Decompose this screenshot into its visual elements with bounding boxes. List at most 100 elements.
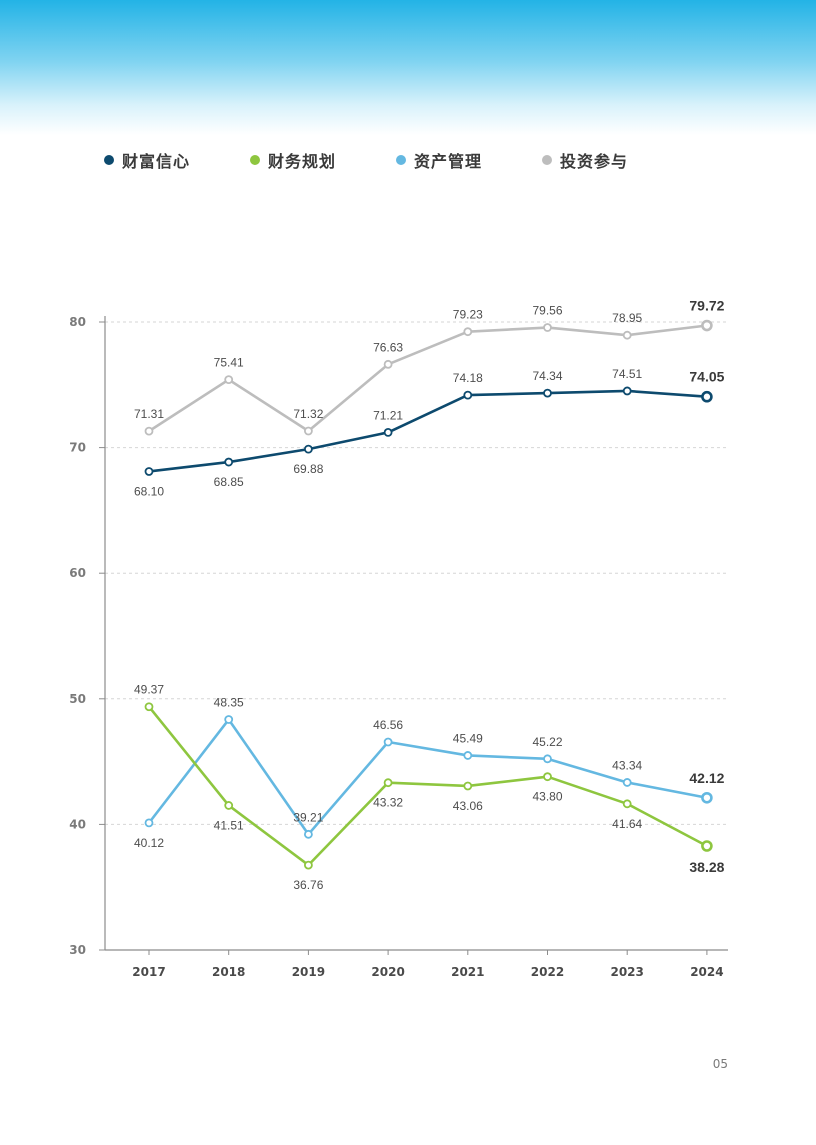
series-group bbox=[144, 702, 713, 870]
y-tick-label: 50 bbox=[69, 692, 86, 706]
series-group bbox=[144, 386, 713, 476]
data-point bbox=[303, 426, 313, 436]
data-label: 79.23 bbox=[453, 308, 483, 322]
header-gradient-band bbox=[0, 0, 816, 135]
data-point bbox=[463, 781, 473, 791]
legend-item-wealth-confidence: 财富信心 bbox=[104, 148, 190, 172]
x-tick-label: 2022 bbox=[531, 965, 564, 979]
legend-label: 财富信心 bbox=[122, 152, 191, 171]
data-point bbox=[224, 457, 234, 467]
data-label: 49.37 bbox=[134, 683, 164, 697]
data-label: 69.88 bbox=[293, 462, 323, 476]
legend-dot-icon bbox=[104, 155, 114, 165]
data-label: 48.35 bbox=[214, 696, 244, 710]
data-point bbox=[383, 778, 393, 788]
data-point bbox=[543, 323, 552, 332]
data-label: 75.41 bbox=[214, 356, 244, 370]
data-point bbox=[383, 737, 393, 747]
data-point bbox=[383, 428, 393, 437]
legend-item-investment-participation: 投资参与 bbox=[542, 148, 628, 172]
data-point bbox=[622, 778, 632, 787]
series-line bbox=[148, 389, 707, 473]
page-number: 05 bbox=[712, 1057, 728, 1071]
legend-label: 财务规划 bbox=[268, 152, 337, 171]
chart-legend: 财富信心 财务规划 资产管理 投资参与 bbox=[104, 148, 688, 172]
x-tick-label: 2018 bbox=[212, 965, 245, 979]
data-point bbox=[701, 390, 713, 403]
data-label: 71.31 bbox=[134, 407, 164, 421]
data-label: 79.56 bbox=[532, 304, 562, 318]
data-label: 71.21 bbox=[373, 408, 403, 422]
data-point bbox=[463, 327, 473, 337]
y-tick-label: 80 bbox=[69, 315, 86, 329]
data-label: 74.05 bbox=[689, 369, 724, 385]
data-point bbox=[463, 751, 473, 760]
x-tick-label: 2020 bbox=[371, 965, 404, 979]
data-point bbox=[144, 702, 154, 712]
data-label: 41.51 bbox=[214, 818, 244, 832]
legend-dot-icon bbox=[396, 155, 407, 165]
data-label: 41.64 bbox=[612, 817, 642, 831]
data-label: 76.63 bbox=[373, 340, 403, 354]
data-label: 38.28 bbox=[689, 859, 724, 875]
data-point bbox=[383, 359, 393, 369]
legend-dot-icon bbox=[542, 155, 553, 165]
series-line bbox=[148, 324, 708, 433]
x-tick-label: 2019 bbox=[292, 965, 325, 979]
series-line bbox=[147, 718, 708, 836]
data-point bbox=[543, 772, 552, 782]
data-point bbox=[701, 840, 713, 852]
data-point bbox=[224, 801, 234, 810]
data-label: 40.12 bbox=[134, 836, 164, 850]
data-label: 79.72 bbox=[689, 298, 724, 314]
data-label: 78.95 bbox=[612, 311, 642, 325]
data-point bbox=[224, 715, 234, 724]
data-label: 71.32 bbox=[293, 407, 323, 421]
data-point bbox=[622, 386, 632, 396]
data-point bbox=[543, 388, 552, 398]
data-point bbox=[303, 444, 313, 454]
data-point bbox=[144, 426, 154, 436]
data-label: 74.34 bbox=[532, 369, 562, 383]
series-group bbox=[144, 715, 713, 839]
data-label: 36.76 bbox=[293, 878, 323, 892]
data-point bbox=[543, 754, 552, 764]
data-label: 39.21 bbox=[293, 810, 323, 824]
data-label: 45.22 bbox=[532, 735, 562, 749]
data-label: 68.10 bbox=[134, 484, 164, 498]
data-point bbox=[701, 319, 713, 332]
data-point bbox=[303, 860, 313, 870]
y-tick-label: 40 bbox=[69, 817, 86, 831]
data-label: 43.06 bbox=[453, 799, 483, 813]
data-label: 74.18 bbox=[453, 371, 483, 385]
x-tick-label: 2024 bbox=[690, 965, 723, 979]
x-tick-label: 2017 bbox=[132, 965, 165, 979]
legend-label: 资产管理 bbox=[414, 152, 483, 171]
data-label: 74.51 bbox=[612, 367, 642, 381]
data-label: 45.49 bbox=[453, 731, 483, 745]
series-group bbox=[144, 319, 713, 436]
data-point bbox=[701, 791, 713, 804]
x-tick-label: 2023 bbox=[610, 965, 643, 979]
data-label: 43.32 bbox=[373, 796, 403, 810]
data-label: 43.34 bbox=[612, 758, 642, 772]
data-label: 42.12 bbox=[689, 770, 724, 786]
data-point bbox=[463, 390, 473, 400]
legend-item-financial-planning: 财务规划 bbox=[250, 148, 336, 172]
y-tick-label: 60 bbox=[69, 566, 86, 580]
series-line bbox=[147, 705, 708, 867]
data-point bbox=[144, 467, 154, 476]
x-tick-label: 2021 bbox=[451, 965, 484, 979]
legend-dot-icon bbox=[250, 155, 261, 165]
data-point bbox=[622, 799, 632, 809]
legend-label: 投资参与 bbox=[560, 152, 629, 171]
data-label: 46.56 bbox=[373, 718, 403, 732]
legend-item-asset-management: 资产管理 bbox=[396, 148, 482, 172]
y-tick-label: 70 bbox=[69, 441, 86, 455]
data-point bbox=[144, 818, 154, 828]
y-tick-label: 30 bbox=[69, 943, 86, 957]
data-label: 68.85 bbox=[214, 475, 244, 489]
data-label: 43.80 bbox=[532, 790, 562, 804]
data-point bbox=[224, 375, 234, 385]
